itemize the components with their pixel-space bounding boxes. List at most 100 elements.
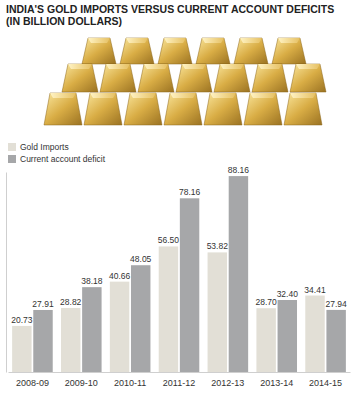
data-label: 53.82: [207, 241, 229, 251]
data-label: 34.41: [304, 285, 326, 295]
x-tick: 2009-10: [65, 372, 98, 388]
ingot-body: [234, 38, 268, 64]
ingot-body: [120, 38, 154, 64]
ingot-body: [284, 93, 322, 125]
ingot-body: [100, 64, 136, 92]
bar: [33, 310, 52, 372]
ingot-top: [240, 38, 262, 43]
ingot-top: [170, 93, 196, 98]
bar: [326, 310, 345, 372]
ingot-body: [158, 38, 192, 64]
ingot-body: [252, 64, 288, 92]
ingot-body: [196, 38, 230, 64]
data-label: 27.91: [32, 299, 54, 309]
data-label: 32.40: [277, 289, 299, 299]
gold-ingot: [100, 64, 136, 92]
ingot-top: [106, 64, 130, 69]
bar: [256, 308, 275, 372]
ingot-body: [164, 93, 202, 125]
gold-illustration: [44, 38, 326, 125]
ingot-body: [82, 38, 116, 64]
ingot-top: [88, 38, 110, 43]
ingot-body: [124, 93, 162, 125]
ingot-top: [210, 93, 236, 98]
data-label: 78.16: [179, 187, 201, 197]
ingot-top: [296, 64, 320, 69]
x-tick-label: 2011-12: [163, 378, 195, 388]
gold-ingot: [84, 93, 122, 125]
data-label: 28.70: [256, 297, 278, 307]
ingot-top: [164, 38, 186, 43]
legend: Gold Imports Current account deficit: [8, 142, 106, 164]
ingot-top: [90, 93, 116, 98]
gold-ingot: [252, 64, 288, 92]
bar: [305, 296, 324, 372]
x-tick: 2014-15: [309, 372, 342, 388]
ingot-body: [62, 64, 98, 92]
x-tick-label: 2008-09: [16, 378, 49, 388]
ingot-top: [182, 64, 206, 69]
ingot-top: [126, 38, 148, 43]
legend-label: Current account deficit: [20, 154, 106, 164]
gold-ingot: [158, 38, 192, 64]
gold-ingot: [204, 93, 242, 125]
y-axis: [6, 173, 7, 373]
bar: [131, 265, 150, 372]
legend-label: Gold Imports: [20, 142, 69, 152]
gold-ingot: [164, 93, 202, 125]
x-tick-label: 2009-10: [65, 378, 98, 388]
ingot-top: [202, 38, 224, 43]
ingot-top: [50, 93, 76, 98]
x-axis-line: [9, 372, 351, 373]
ingot-body: [214, 64, 250, 92]
data-label: 40.66: [109, 271, 131, 281]
x-tick-label: 2014-15: [309, 378, 342, 388]
gold-ingot: [272, 38, 306, 64]
chart-root: INDIA'S GOLD IMPORTS VERSUS CURRENT ACCO…: [0, 0, 352, 400]
x-tick: 2008-09: [16, 372, 49, 388]
legend-swatch: [8, 155, 16, 163]
title: INDIA'S GOLD IMPORTS VERSUS CURRENT ACCO…: [6, 3, 334, 15]
gold-ingot: [120, 38, 154, 64]
x-tick-label: 2010-11: [114, 378, 146, 388]
ingot-top: [130, 93, 156, 98]
gold-ingot: [234, 38, 268, 64]
x-tick: 2010-11: [114, 372, 146, 388]
gold-ingot: [214, 64, 250, 92]
gold-ingot: [62, 64, 98, 92]
ingot-top: [250, 93, 276, 98]
ingot-body: [44, 93, 82, 125]
bar: [12, 326, 31, 372]
bars: [12, 176, 346, 372]
x-tick: 2012-13: [211, 372, 244, 388]
gold-ingot: [290, 64, 326, 92]
data-label: 27.94: [326, 299, 348, 309]
data-label: 88.16: [228, 165, 250, 175]
gold-ingot: [44, 93, 82, 125]
x-tick-label: 2012-13: [211, 378, 244, 388]
ingot-body: [290, 64, 326, 92]
gold-ingot: [196, 38, 230, 64]
ingot-top: [258, 64, 282, 69]
ingot-body: [84, 93, 122, 125]
gold-ingot: [124, 93, 162, 125]
x-tick-label: 2013-14: [260, 378, 293, 388]
ingot-top: [144, 64, 168, 69]
y-axis-line: [6, 173, 7, 373]
bar: [278, 300, 297, 372]
ingot-body: [204, 93, 242, 125]
ingot-top: [290, 93, 316, 98]
ingot-body: [272, 38, 306, 64]
bar: [82, 287, 101, 372]
legend-swatch: [8, 143, 16, 151]
x-tick: 2013-14: [260, 372, 293, 388]
ingot-body: [138, 64, 174, 92]
data-label: 20.73: [11, 315, 33, 325]
gold-ingot: [244, 93, 282, 125]
data-label: 48.05: [130, 254, 152, 264]
ingot-top: [68, 64, 92, 69]
ingot-top: [278, 38, 300, 43]
bar: [180, 198, 199, 372]
bar: [229, 176, 248, 372]
x-axis: 2008-09 2009-10 2010-11 2011-12 2012-13 2013-…: [9, 372, 351, 388]
